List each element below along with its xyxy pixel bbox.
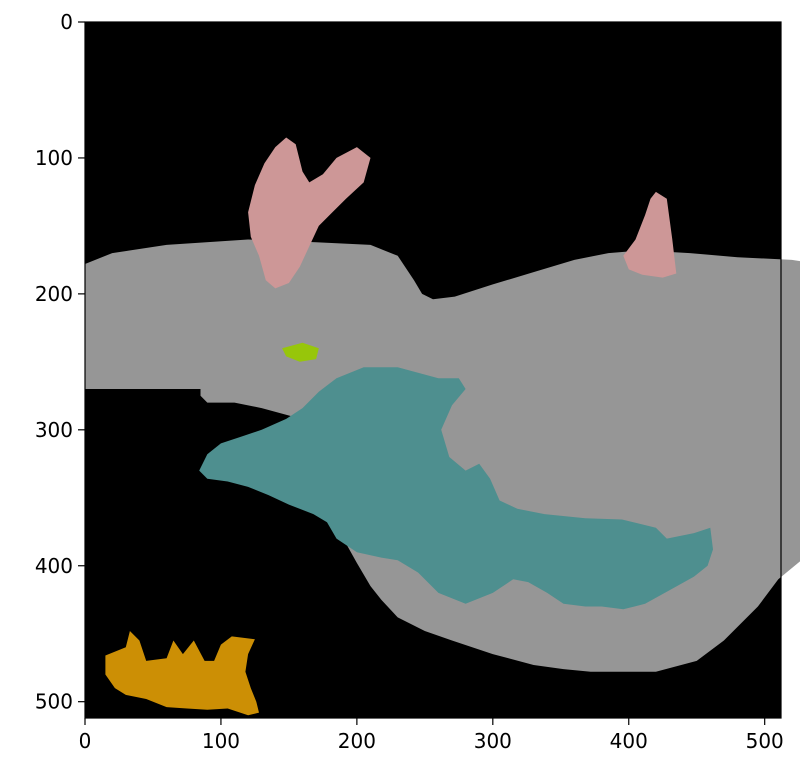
x-tick-label: 500: [746, 729, 784, 753]
plot-area: [84, 21, 800, 719]
region-lime-spot: [282, 342, 319, 362]
x-axis: 0 100 200 300 400 500: [79, 718, 784, 753]
y-tick-label: 0: [60, 10, 73, 34]
x-tick-label: 200: [338, 729, 376, 753]
region-teal-blob: [199, 367, 713, 610]
y-tick-label: 300: [35, 418, 73, 442]
y-tick-label: 400: [35, 554, 73, 578]
region-pink-left: [248, 137, 371, 289]
x-tick-label: 300: [474, 729, 512, 753]
x-tick-label: 0: [79, 729, 92, 753]
segmentation-regions: [85, 137, 800, 716]
region-pink-right: [623, 191, 677, 278]
region-orange-blob: [105, 631, 260, 716]
y-tick-label: 100: [35, 146, 73, 170]
x-tick-label: 400: [610, 729, 648, 753]
y-tick-label: 500: [35, 690, 73, 714]
y-axis: 0 100 200 300 400 500: [35, 10, 85, 714]
y-tick-label: 200: [35, 282, 73, 306]
x-tick-label: 100: [202, 729, 240, 753]
axes-frame: [84, 21, 782, 719]
